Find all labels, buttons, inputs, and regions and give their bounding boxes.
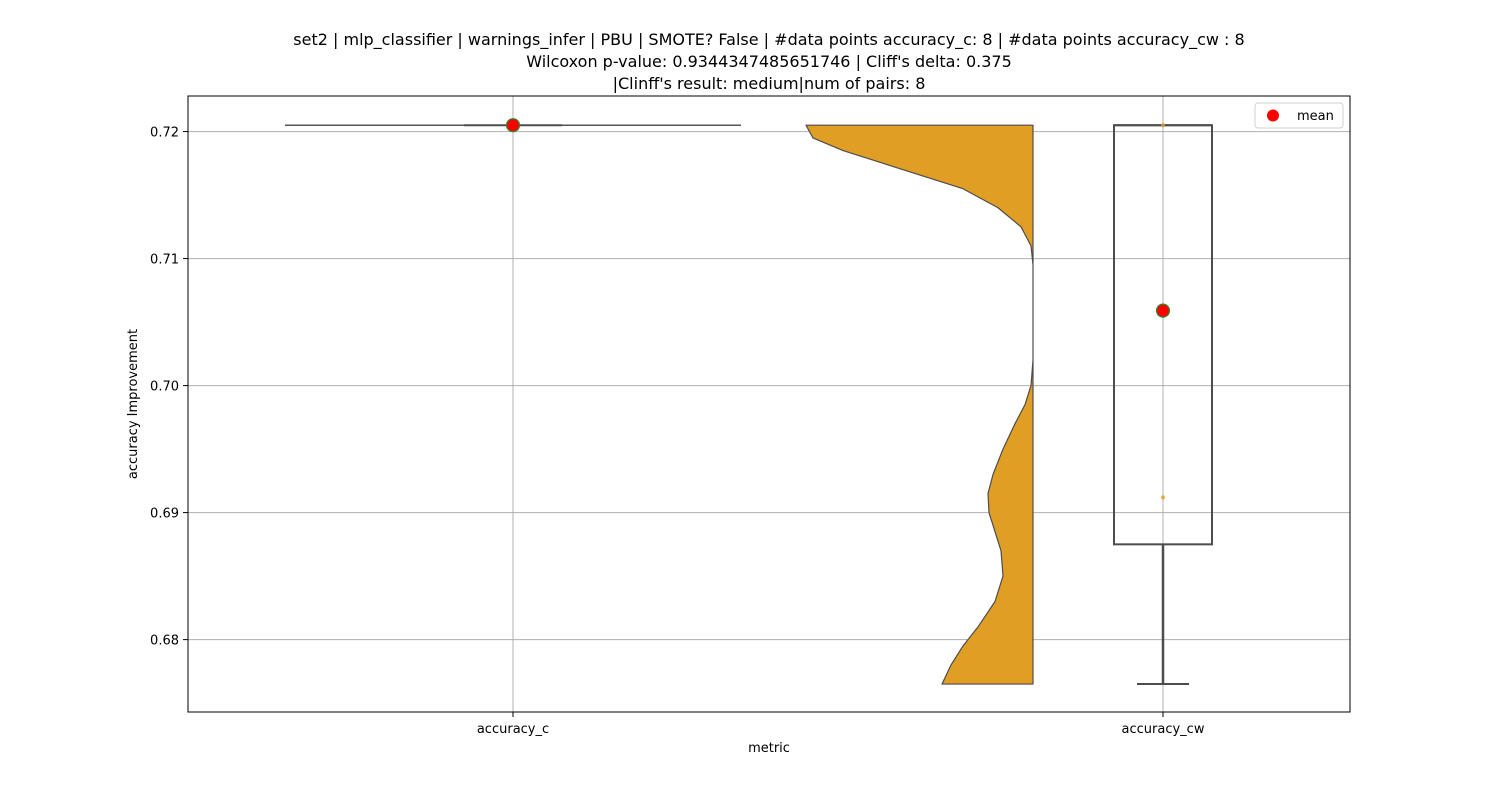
outlier-point-accuracy_cw	[1161, 495, 1165, 500]
mean-marker-accuracy_cw	[1155, 303, 1171, 318]
grid-lines	[188, 96, 1350, 712]
violin-shapes	[285, 124, 1034, 685]
violin-accuracy_cw	[805, 124, 1034, 685]
box-plots	[464, 124, 1213, 686]
points-layer	[505, 118, 1171, 500]
chart-title-line-3: |Clinff's result: medium|num of pairs: 8	[612, 74, 926, 93]
y-axis-label: accuracy Improvement	[126, 329, 141, 479]
chart-title-line-1: set2 | mlp_classifier | warnings_infer |…	[293, 30, 1245, 49]
y-tick-label: 0.70	[150, 380, 179, 395]
legend-label-mean: mean	[1297, 109, 1334, 124]
x-axis-ticks: accuracy_c accuracy_cw	[477, 712, 1205, 737]
x-axis-label: metric	[748, 741, 790, 756]
y-axis-ticks: 0.68 0.69 0.70 0.71 0.72	[150, 126, 188, 649]
y-tick-label: 0.71	[150, 253, 179, 268]
x-tick-label: accuracy_c	[477, 722, 549, 737]
plot-frame	[187, 95, 1351, 713]
chart-title-line-2: Wilcoxon p-value: 0.9344347485651746 | C…	[526, 52, 1012, 71]
mean-marker-accuracy_c	[505, 118, 521, 133]
y-tick-label: 0.69	[150, 507, 179, 522]
outlier-point-accuracy_cw	[1161, 123, 1165, 128]
y-tick-label: 0.68	[150, 634, 179, 649]
y-tick-label: 0.72	[150, 126, 179, 141]
legend: mean	[1254, 102, 1344, 129]
legend-mean-marker	[1267, 109, 1279, 122]
x-tick-label: accuracy_cw	[1122, 722, 1205, 737]
legend-box	[1254, 102, 1344, 129]
